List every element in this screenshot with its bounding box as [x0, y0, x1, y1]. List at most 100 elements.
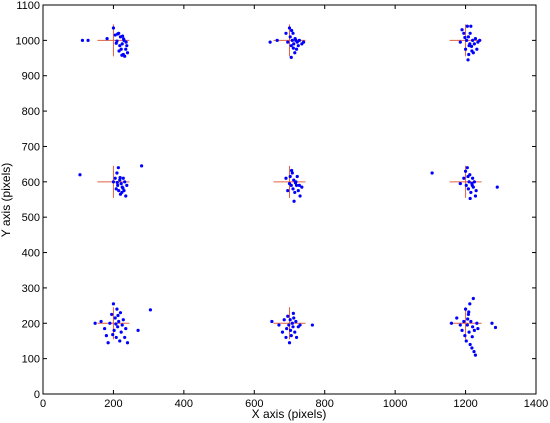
y-tick-label: 600 — [22, 177, 40, 189]
data-point-48 — [462, 31, 466, 35]
data-point-133 — [104, 334, 108, 338]
data-point-0 — [80, 38, 85, 42]
data-point-76 — [118, 178, 122, 182]
data-point-151 — [125, 341, 130, 345]
data-point-103 — [296, 189, 300, 193]
data-point-71 — [113, 176, 117, 180]
data-point-14 — [124, 47, 128, 51]
data-point-75 — [117, 189, 121, 193]
data-point-158 — [277, 323, 281, 327]
data-point-34 — [293, 51, 297, 55]
data-point-66 — [469, 44, 474, 48]
data-point-149 — [123, 335, 127, 340]
data-point-21 — [120, 53, 124, 57]
y-tick-label: 500 — [22, 212, 40, 224]
data-point-145 — [118, 311, 123, 315]
data-point-123 — [472, 180, 476, 184]
data-point-28 — [287, 26, 292, 30]
data-point-27 — [286, 40, 290, 44]
y-tick-label: 1100 — [16, 0, 40, 12]
data-point-13 — [123, 54, 127, 58]
data-point-200 — [493, 325, 498, 330]
data-point-190 — [468, 302, 472, 306]
data-point-68 — [467, 52, 471, 57]
data-point-106 — [300, 185, 304, 189]
data-point-164 — [287, 323, 291, 327]
data-point-42 — [289, 55, 293, 59]
data-point-146 — [119, 330, 123, 334]
data-point-110 — [430, 171, 434, 175]
data-point-144 — [118, 339, 122, 343]
data-point-84 — [125, 183, 129, 187]
data-point-96 — [290, 171, 294, 175]
data-point-49 — [463, 47, 468, 51]
target-marker-7 — [273, 307, 306, 340]
data-point-15 — [125, 44, 129, 48]
data-point-30 — [289, 44, 293, 48]
data-point-109 — [293, 181, 298, 185]
data-point-204 — [472, 349, 476, 354]
data-point-165 — [287, 341, 292, 345]
data-point-183 — [462, 319, 466, 324]
data-point-65 — [468, 31, 472, 35]
data-point-52 — [466, 35, 470, 39]
data-point-205 — [467, 310, 471, 314]
data-point-180 — [455, 316, 459, 320]
data-point-64 — [466, 58, 470, 62]
data-point-47 — [460, 28, 464, 32]
data-point-3 — [111, 26, 116, 30]
data-point-82 — [123, 180, 127, 184]
y-axis-label: Y axis (pixels) — [0, 163, 13, 237]
data-point-130 — [93, 321, 97, 325]
data-point-192 — [470, 346, 474, 350]
x-tick-label: 0 — [40, 398, 46, 410]
plot-frame — [42, 4, 537, 395]
data-point-107 — [292, 199, 296, 203]
data-point-81 — [122, 189, 126, 193]
data-point-167 — [289, 334, 293, 338]
data-point-2 — [105, 36, 109, 41]
x-tick-label: 400 — [175, 398, 193, 410]
data-point-9 — [119, 47, 123, 51]
data-point-153 — [148, 308, 153, 312]
data-point-112 — [462, 176, 466, 180]
data-point-74 — [116, 183, 120, 187]
data-point-39 — [297, 38, 301, 42]
data-point-171 — [293, 330, 297, 334]
data-point-86 — [116, 166, 120, 170]
data-point-92 — [286, 189, 290, 193]
data-point-45 — [290, 28, 294, 33]
y-tick-label: 200 — [22, 318, 40, 330]
data-point-38 — [296, 44, 300, 48]
data-point-157 — [270, 319, 274, 324]
data-point-125 — [474, 189, 478, 193]
data-point-163 — [286, 314, 290, 318]
data-point-54 — [468, 42, 472, 46]
data-point-105 — [298, 194, 302, 198]
data-point-175 — [298, 323, 302, 327]
data-point-136 — [110, 312, 114, 317]
data-point-87 — [120, 190, 124, 195]
x-tick-label: 200 — [104, 398, 122, 410]
data-point-193 — [471, 325, 475, 329]
data-point-80 — [121, 176, 125, 180]
data-point-33 — [292, 42, 296, 46]
data-point-63 — [478, 38, 482, 42]
data-point-150 — [124, 326, 128, 331]
data-point-37 — [295, 40, 299, 44]
data-point-98 — [292, 178, 296, 182]
data-point-115 — [465, 166, 469, 170]
data-point-70 — [111, 180, 116, 184]
data-point-116 — [466, 187, 470, 191]
data-point-78 — [119, 181, 123, 186]
data-point-108 — [290, 168, 294, 173]
data-point-172 — [294, 319, 298, 324]
data-point-31 — [290, 38, 294, 42]
data-point-88 — [118, 175, 122, 180]
data-point-186 — [464, 339, 468, 343]
data-point-119 — [469, 190, 473, 195]
data-point-23 — [122, 37, 126, 41]
data-point-198 — [476, 326, 480, 331]
data-point-147 — [120, 323, 124, 327]
data-point-191 — [469, 319, 473, 324]
